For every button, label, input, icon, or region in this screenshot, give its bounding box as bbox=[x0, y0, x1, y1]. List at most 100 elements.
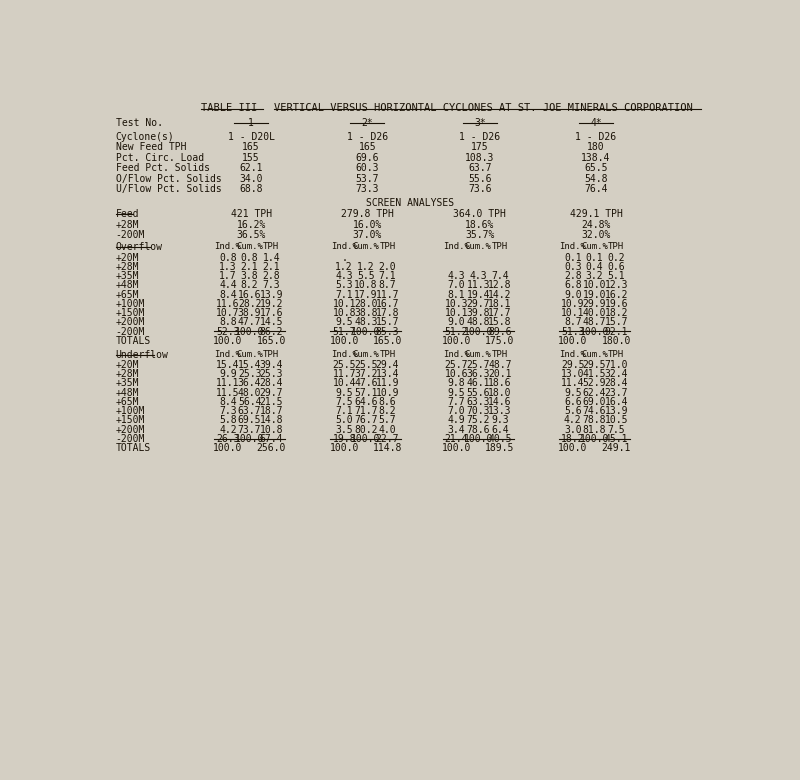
Text: 7.7: 7.7 bbox=[448, 397, 466, 407]
Text: 76.4: 76.4 bbox=[584, 184, 608, 194]
Text: 0.1: 0.1 bbox=[564, 253, 582, 263]
Text: 2.8: 2.8 bbox=[564, 271, 582, 281]
Text: 15.4: 15.4 bbox=[238, 360, 262, 370]
Text: 35.7%: 35.7% bbox=[465, 230, 494, 240]
Text: 64.6: 64.6 bbox=[354, 397, 378, 407]
Text: 10.8: 10.8 bbox=[354, 280, 378, 290]
Text: 71.7: 71.7 bbox=[354, 406, 378, 417]
Text: 12.8: 12.8 bbox=[488, 280, 512, 290]
Text: 9.5: 9.5 bbox=[564, 388, 582, 398]
Text: 6.4: 6.4 bbox=[491, 424, 509, 434]
Text: TOTALS: TOTALS bbox=[115, 335, 150, 346]
Text: 14.2: 14.2 bbox=[488, 289, 512, 300]
Text: 108.3: 108.3 bbox=[465, 153, 494, 163]
Text: Underflow: Underflow bbox=[115, 349, 168, 360]
Text: 19.6: 19.6 bbox=[605, 299, 628, 309]
Text: 62.4: 62.4 bbox=[582, 388, 606, 398]
Text: 25.5: 25.5 bbox=[332, 360, 356, 370]
Text: 16.7: 16.7 bbox=[376, 299, 399, 309]
Text: 165: 165 bbox=[358, 143, 376, 153]
Text: 74.6: 74.6 bbox=[582, 406, 606, 417]
Text: 4.2: 4.2 bbox=[564, 416, 582, 425]
Text: 4.3: 4.3 bbox=[470, 271, 487, 281]
Text: 5.5: 5.5 bbox=[357, 271, 374, 281]
Text: 9.0: 9.0 bbox=[448, 317, 466, 328]
Text: 11.7: 11.7 bbox=[376, 289, 399, 300]
Text: 421 TPH: 421 TPH bbox=[230, 210, 272, 219]
Text: +28M: +28M bbox=[115, 369, 139, 379]
Text: 13.0: 13.0 bbox=[561, 369, 585, 379]
Text: 70.3: 70.3 bbox=[466, 406, 490, 417]
Text: -200M: -200M bbox=[115, 230, 145, 240]
Text: 9.8: 9.8 bbox=[448, 378, 466, 388]
Text: 18.6: 18.6 bbox=[488, 378, 512, 388]
Text: 11.5: 11.5 bbox=[216, 388, 240, 398]
Text: 4.3: 4.3 bbox=[448, 271, 466, 281]
Text: 9.0: 9.0 bbox=[564, 289, 582, 300]
Text: 5.8: 5.8 bbox=[219, 416, 237, 425]
Text: 17.9: 17.9 bbox=[354, 289, 378, 300]
Text: 40.0: 40.0 bbox=[582, 308, 606, 318]
Text: 63.7: 63.7 bbox=[468, 163, 491, 173]
Text: 16.4: 16.4 bbox=[605, 397, 628, 407]
Text: 53.7: 53.7 bbox=[356, 174, 379, 183]
Text: 29.7: 29.7 bbox=[259, 388, 283, 398]
Text: 9.9: 9.9 bbox=[219, 369, 237, 379]
Text: 155: 155 bbox=[242, 153, 260, 163]
Text: 21.5: 21.5 bbox=[259, 397, 283, 407]
Text: Feed Pct. Solids: Feed Pct. Solids bbox=[115, 163, 210, 173]
Text: Test No.: Test No. bbox=[115, 119, 162, 128]
Text: 1.3: 1.3 bbox=[219, 262, 237, 272]
Text: TABLE III: TABLE III bbox=[201, 103, 257, 113]
Text: 10.9: 10.9 bbox=[561, 299, 585, 309]
Text: 62.1: 62.1 bbox=[239, 163, 263, 173]
Text: 25.3: 25.3 bbox=[238, 369, 262, 379]
Text: Cum.%: Cum.% bbox=[352, 243, 379, 251]
Text: 7.0: 7.0 bbox=[448, 406, 466, 417]
Text: 15.8: 15.8 bbox=[488, 317, 512, 328]
Text: 8.7: 8.7 bbox=[378, 280, 396, 290]
Text: 4.2: 4.2 bbox=[219, 424, 237, 434]
Text: 100.0: 100.0 bbox=[442, 335, 471, 346]
Text: 34.0: 34.0 bbox=[239, 174, 263, 183]
Text: Cum.%: Cum.% bbox=[581, 349, 608, 359]
Text: 75.2: 75.2 bbox=[466, 416, 490, 425]
Text: 138.4: 138.4 bbox=[582, 153, 610, 163]
Text: 18.7: 18.7 bbox=[259, 406, 283, 417]
Text: O/Flow Pct. Solids: O/Flow Pct. Solids bbox=[115, 174, 222, 183]
Text: 1.2: 1.2 bbox=[335, 262, 353, 272]
Text: 1 - D26: 1 - D26 bbox=[459, 132, 500, 142]
Text: 9.5: 9.5 bbox=[335, 388, 353, 398]
Text: Cum.%: Cum.% bbox=[465, 349, 492, 359]
Text: 7.4: 7.4 bbox=[491, 271, 509, 281]
Text: Cum.%: Cum.% bbox=[465, 243, 492, 251]
Text: 8.6: 8.6 bbox=[378, 397, 396, 407]
Text: 29.5: 29.5 bbox=[582, 360, 606, 370]
Text: 0.6: 0.6 bbox=[607, 262, 625, 272]
Text: 10.5: 10.5 bbox=[605, 416, 628, 425]
Text: 100.0: 100.0 bbox=[213, 443, 242, 453]
Text: Overflow: Overflow bbox=[115, 243, 162, 252]
Text: 2.8: 2.8 bbox=[262, 271, 280, 281]
Text: -200M: -200M bbox=[115, 327, 145, 336]
Text: 1.4: 1.4 bbox=[262, 253, 280, 263]
Text: 7.5: 7.5 bbox=[607, 424, 625, 434]
Text: 10.3: 10.3 bbox=[445, 299, 468, 309]
Text: TPH: TPH bbox=[608, 349, 624, 359]
Text: Pct. Circ. Load: Pct. Circ. Load bbox=[115, 153, 204, 163]
Text: +200M: +200M bbox=[115, 317, 145, 328]
Text: 180.0: 180.0 bbox=[602, 335, 631, 346]
Text: 100.0: 100.0 bbox=[330, 443, 359, 453]
Text: 14.8: 14.8 bbox=[259, 416, 283, 425]
Text: 1.7: 1.7 bbox=[219, 271, 237, 281]
Text: 17.6: 17.6 bbox=[259, 308, 283, 318]
Text: 47.6: 47.6 bbox=[354, 378, 378, 388]
Text: 60.3: 60.3 bbox=[356, 163, 379, 173]
Text: 19.2: 19.2 bbox=[259, 299, 283, 309]
Text: 36.5%: 36.5% bbox=[237, 230, 266, 240]
Text: 32.4: 32.4 bbox=[605, 369, 628, 379]
Text: 11.7: 11.7 bbox=[332, 369, 356, 379]
Text: 89.6: 89.6 bbox=[488, 327, 512, 336]
Text: 100.0: 100.0 bbox=[558, 443, 587, 453]
Text: 39.4: 39.4 bbox=[259, 360, 283, 370]
